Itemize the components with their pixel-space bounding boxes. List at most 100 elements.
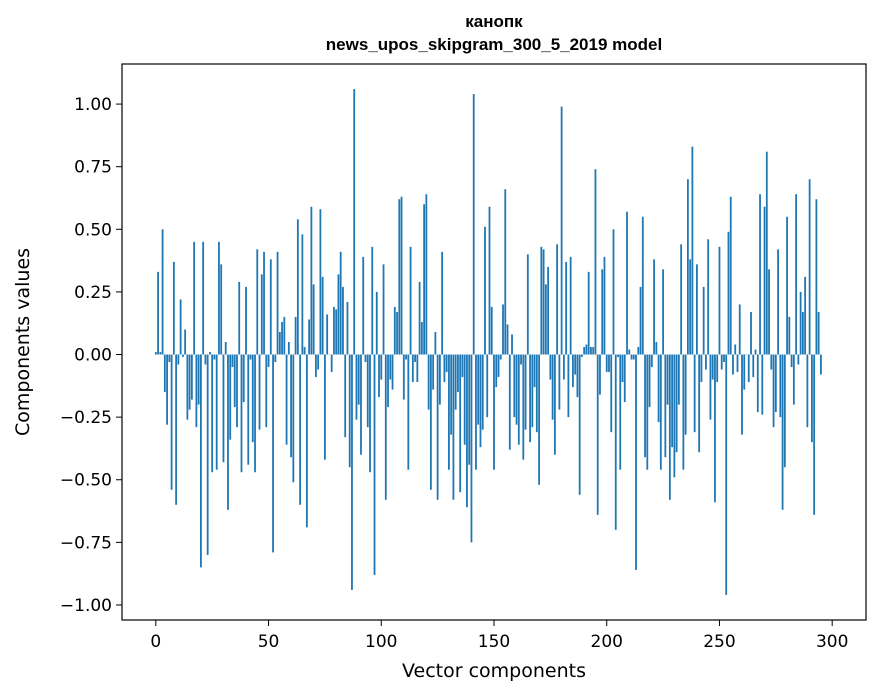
bar-component-188 bbox=[578, 354, 581, 495]
bar-component-50 bbox=[267, 354, 270, 368]
bar-component-97 bbox=[373, 354, 376, 575]
bar-component-123 bbox=[432, 354, 435, 390]
bar-component-273 bbox=[770, 354, 773, 370]
bar-component-143 bbox=[477, 354, 480, 425]
bar-component-58 bbox=[285, 354, 288, 445]
bar-component-80 bbox=[335, 309, 338, 355]
bar-component-290 bbox=[808, 179, 811, 355]
bar-component-85 bbox=[346, 301, 349, 355]
bar-component-254 bbox=[727, 231, 730, 355]
bar-component-86 bbox=[348, 354, 351, 468]
bar-component-11 bbox=[179, 299, 182, 355]
bar-component-56 bbox=[281, 321, 283, 355]
bar-component-98 bbox=[375, 291, 378, 355]
x-tick-label: 0 bbox=[150, 632, 161, 652]
bar-component-2 bbox=[159, 352, 162, 355]
y-tick-label: −0.75 bbox=[60, 533, 112, 553]
y-tick-label: −0.50 bbox=[60, 471, 112, 491]
bar-component-238 bbox=[691, 146, 694, 355]
bar-component-18 bbox=[195, 354, 198, 428]
bar-component-68 bbox=[308, 319, 311, 355]
bar-component-23 bbox=[206, 354, 209, 555]
bar-component-109 bbox=[400, 196, 403, 355]
bar-component-148 bbox=[488, 206, 491, 355]
bar-component-114 bbox=[411, 354, 414, 383]
y-tick-label: 0.00 bbox=[74, 346, 112, 366]
bar-component-35 bbox=[233, 354, 236, 408]
bar-component-65 bbox=[301, 234, 304, 355]
bar-component-82 bbox=[339, 251, 342, 355]
bar-component-168 bbox=[533, 354, 536, 388]
bar-component-61 bbox=[292, 354, 295, 483]
bar-component-126 bbox=[438, 354, 441, 405]
bar-component-102 bbox=[384, 354, 387, 500]
bar-component-203 bbox=[612, 229, 615, 355]
bar-component-220 bbox=[650, 354, 653, 368]
bar-component-285 bbox=[797, 354, 800, 365]
bar-component-229 bbox=[671, 354, 674, 448]
bar-component-268 bbox=[759, 194, 761, 355]
x-tick-label: 100 bbox=[365, 632, 397, 652]
bar-component-46 bbox=[258, 354, 261, 430]
bar-component-230 bbox=[673, 354, 676, 478]
bar-component-91 bbox=[360, 354, 362, 455]
bar-component-147 bbox=[486, 354, 489, 418]
bar-component-186 bbox=[574, 354, 577, 375]
bar-component-160 bbox=[515, 354, 518, 425]
bar-component-1 bbox=[157, 271, 159, 355]
bar-component-185 bbox=[572, 354, 574, 388]
bar-component-70 bbox=[312, 284, 315, 355]
bar-component-28 bbox=[218, 241, 220, 355]
bar-component-59 bbox=[287, 342, 290, 355]
bar-component-267 bbox=[756, 354, 759, 413]
chart-title-line-2: news_upos_skipgram_300_5_2019 model bbox=[325, 35, 663, 54]
bar-component-223 bbox=[657, 354, 660, 423]
bar-component-197 bbox=[599, 354, 601, 395]
bar-component-174 bbox=[547, 266, 550, 355]
bar-component-42 bbox=[249, 354, 252, 360]
bar-component-247 bbox=[711, 354, 714, 380]
bar-component-219 bbox=[648, 354, 651, 408]
bar-component-22 bbox=[204, 354, 207, 365]
bar-component-112 bbox=[407, 354, 410, 470]
bar-component-101 bbox=[382, 264, 385, 355]
chart-title-line-1: канопк bbox=[465, 12, 523, 31]
x-tick-label: 50 bbox=[258, 632, 280, 652]
x-tick-label: 150 bbox=[478, 632, 510, 652]
bar-component-260 bbox=[741, 354, 743, 435]
bar-component-176 bbox=[551, 354, 554, 420]
bar-component-226 bbox=[664, 354, 667, 458]
bar-component-5 bbox=[166, 354, 168, 425]
bar-component-236 bbox=[686, 179, 689, 355]
bar-component-284 bbox=[795, 194, 798, 355]
bar-component-187 bbox=[576, 354, 579, 398]
bar-component-130 bbox=[448, 354, 450, 470]
bar-component-111 bbox=[405, 354, 407, 360]
bar-component-193 bbox=[590, 347, 592, 355]
bar-component-233 bbox=[680, 244, 683, 355]
bar-component-167 bbox=[531, 354, 534, 428]
bar-component-15 bbox=[188, 354, 191, 410]
bar-component-40 bbox=[245, 286, 247, 355]
bar-component-212 bbox=[632, 354, 635, 360]
bar-component-180 bbox=[560, 106, 563, 355]
bar-component-12 bbox=[181, 354, 184, 358]
bar-component-209 bbox=[626, 211, 628, 355]
bar-component-127 bbox=[441, 251, 444, 355]
bar-component-116 bbox=[416, 354, 419, 383]
bar-component-60 bbox=[290, 354, 292, 458]
bar-component-286 bbox=[799, 291, 802, 355]
bar-component-259 bbox=[738, 304, 741, 355]
bar-component-263 bbox=[747, 354, 750, 383]
bar-component-215 bbox=[639, 286, 642, 355]
bar-component-265 bbox=[752, 354, 755, 378]
bar-component-241 bbox=[698, 354, 701, 453]
bar-component-177 bbox=[553, 354, 556, 455]
bar-component-161 bbox=[517, 354, 520, 445]
bar-component-134 bbox=[457, 354, 459, 393]
bar-component-198 bbox=[601, 269, 604, 355]
bar-component-27 bbox=[215, 354, 218, 470]
bar-component-41 bbox=[247, 354, 250, 465]
bar-component-74 bbox=[321, 276, 324, 355]
bar-component-264 bbox=[750, 311, 752, 355]
